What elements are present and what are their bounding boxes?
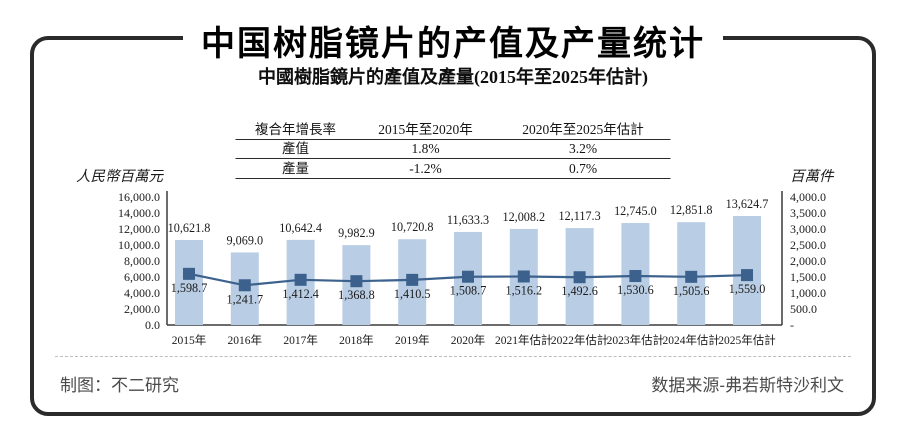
x-axis-category-label: 2018年: [339, 333, 374, 347]
volume-line-marker: [573, 271, 586, 284]
left-axis-tick-label: 14,000.0: [118, 206, 160, 220]
volume-line-marker: [406, 273, 419, 286]
cagr-row-value-2015-2020: 1.8%: [355, 139, 496, 160]
volume-line-marker: [350, 275, 363, 288]
line-value-label: 1,598.7: [171, 281, 208, 295]
bar-value-label: 10,621.8: [168, 221, 211, 235]
line-value-label: 1,241.7: [227, 292, 264, 306]
volume-line-marker: [629, 270, 642, 283]
left-axis-tick-label: 12,000.0: [118, 222, 160, 236]
line-value-label: 1,516.2: [506, 283, 543, 297]
line-value-label: 1,368.8: [338, 288, 375, 302]
volume-line-marker: [183, 267, 195, 280]
x-axis-category-label: 2019年: [395, 333, 430, 347]
volume-line-marker: [238, 279, 251, 292]
line-value-label: 1,410.5: [394, 287, 431, 301]
cagr-header-2015-2020: 2015年至2020年: [355, 120, 496, 140]
volume-line-marker: [517, 270, 530, 283]
bar-value-label: 12,745.0: [614, 204, 657, 218]
volume-line-marker: [741, 269, 753, 282]
line-value-label: 1,508.7: [450, 284, 487, 298]
cagr-row-volume: 產量 -1.2% 0.7%: [235, 158, 671, 179]
bar-value-label: 12,117.3: [558, 209, 600, 223]
left-axis-tick-label: 8,000.0: [124, 254, 160, 268]
volume-line-marker: [685, 270, 698, 283]
x-axis-category-label: 2020年: [451, 333, 486, 347]
bar-value-label: 9,069.0: [227, 233, 264, 247]
x-axis-category-label: 2025年估計: [718, 333, 776, 347]
bar-value-label: 11,633.3: [447, 213, 489, 227]
left-axis-unit-label: 人民幣百萬元: [76, 168, 164, 185]
volume-line-marker: [462, 270, 474, 283]
right-axis-tick-label: 500.0: [790, 302, 817, 316]
right-axis-tick-label: 2,000.0: [790, 254, 826, 268]
right-axis-tick-label: 4,000.0: [790, 190, 826, 204]
x-axis-category-label: 2015年: [172, 333, 207, 347]
volume-line-marker: [294, 273, 307, 286]
right-axis-unit-label: 百萬件: [790, 168, 835, 185]
right-axis-tick-label: 3,500.0: [790, 206, 826, 220]
right-axis-tick-label: 1,000.0: [790, 286, 826, 300]
line-value-label: 1,412.4: [282, 287, 319, 301]
chart-subtitle: 中國樹脂鏡片的產值及產量(2015年至2025年估計): [258, 67, 648, 87]
right-axis-tick-label: 3,000.0: [790, 222, 826, 236]
left-axis-tick-label: 0.0: [145, 318, 160, 332]
left-axis-tick-label: 10,000.0: [118, 238, 160, 252]
x-axis-category-label: 2021年估計: [495, 333, 553, 347]
cagr-header-label: 複合年增長率: [235, 120, 356, 140]
right-axis-tick-label: 2,500.0: [790, 238, 826, 252]
footer-credit: 制图：不二研究: [60, 376, 179, 395]
cagr-row-value-2020-2025: 3.2%: [495, 139, 671, 160]
x-axis-category-label: 2023年估計: [607, 333, 665, 347]
bar-value-label: 12,008.2: [502, 210, 545, 224]
right-axis-tick-label: 1,500.0: [790, 270, 826, 284]
left-axis-tick-label: 6,000.0: [124, 270, 160, 284]
right-axis-tick-label: -: [790, 318, 794, 332]
line-value-label: 1,530.6: [617, 283, 654, 297]
cagr-row-value: 產值 1.8% 3.2%: [235, 139, 671, 160]
cagr-row-value-label: 產值: [235, 139, 356, 160]
bar-value-label: 12,851.8: [670, 203, 713, 217]
footer-data-source: 数据来源-弗若斯特沙利文: [651, 376, 844, 395]
footer-divider: [55, 356, 851, 357]
left-axis-tick-label: 2,000.0: [124, 302, 160, 316]
cagr-row-volume-2015-2020: -1.2%: [355, 158, 496, 179]
line-value-label: 1,559.0: [729, 282, 766, 296]
bar-value-label: 9,982.9: [338, 226, 375, 240]
x-axis-category-label: 2017年: [283, 333, 318, 347]
cagr-row-volume-2020-2025: 0.7%: [495, 158, 671, 179]
bar-value-label: 10,642.4: [279, 221, 322, 235]
cagr-row-volume-label: 產量: [235, 158, 356, 179]
page-title: 中国树脂镜片的产值及产量统计: [183, 16, 723, 65]
cagr-table-header-row: 複合年增長率 2015年至2020年 2020年至2025年估計: [235, 120, 671, 140]
x-axis-category-label: 2022年估計: [551, 333, 609, 347]
bar-value-label: 13,624.7: [726, 197, 769, 211]
left-axis-tick-label: 4,000.0: [124, 286, 160, 300]
value-bar: [175, 240, 203, 325]
bar-value-label: 10,720.8: [391, 220, 434, 234]
x-axis-category-label: 2024年估計: [662, 333, 720, 347]
x-axis-category-label: 2016年: [228, 333, 263, 347]
cagr-header-2020-2025: 2020年至2025年估計: [495, 120, 671, 140]
cagr-table: 複合年增長率 2015年至2020年 2020年至2025年估計 產值 1.8%…: [235, 120, 671, 179]
left-axis-tick-label: 16,000.0: [118, 190, 160, 204]
line-value-label: 1,492.6: [561, 284, 598, 298]
line-value-label: 1,505.6: [673, 284, 710, 298]
